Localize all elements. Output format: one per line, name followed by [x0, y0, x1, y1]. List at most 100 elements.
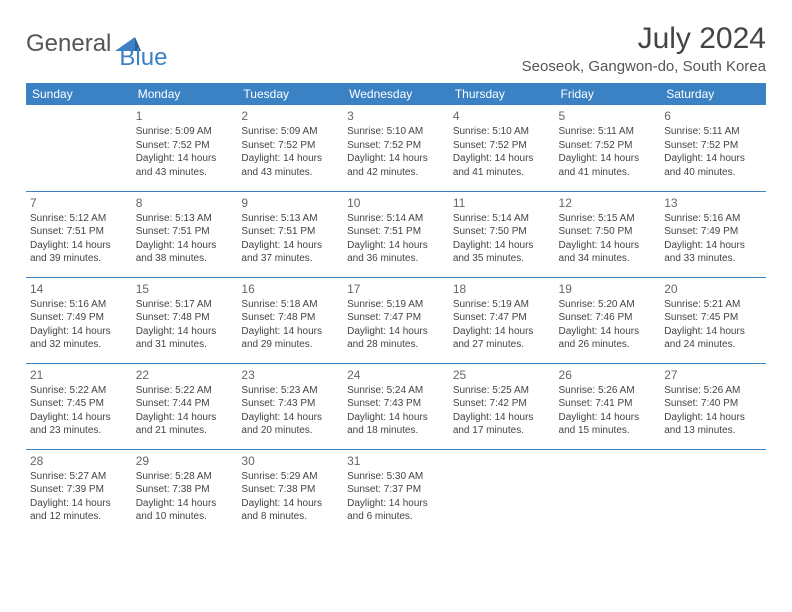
day-number: 10 [347, 195, 445, 211]
daylight-line: Daylight: 14 hours and 43 minutes. [241, 152, 339, 179]
calendar-cell [26, 105, 132, 191]
calendar-cell: 2Sunrise: 5:09 AMSunset: 7:52 PMDaylight… [237, 105, 343, 191]
sunset-line: Sunset: 7:45 PM [30, 397, 128, 411]
sunset-line: Sunset: 7:47 PM [347, 311, 445, 325]
sunset-line: Sunset: 7:51 PM [347, 225, 445, 239]
daylight-line: Daylight: 14 hours and 6 minutes. [347, 497, 445, 524]
daylight-line: Daylight: 14 hours and 29 minutes. [241, 325, 339, 352]
day-number: 17 [347, 281, 445, 297]
sunrise-line: Sunrise: 5:21 AM [664, 298, 762, 312]
logo-text-blue: Blue [119, 44, 167, 72]
day-number: 25 [453, 367, 551, 383]
sunset-line: Sunset: 7:45 PM [664, 311, 762, 325]
calendar-cell: 16Sunrise: 5:18 AMSunset: 7:48 PMDayligh… [237, 277, 343, 363]
day-number: 27 [664, 367, 762, 383]
calendar-cell [555, 449, 661, 535]
calendar-cell: 29Sunrise: 5:28 AMSunset: 7:38 PMDayligh… [132, 449, 238, 535]
sunrise-line: Sunrise: 5:09 AM [241, 125, 339, 139]
sunset-line: Sunset: 7:37 PM [347, 483, 445, 497]
daylight-line: Daylight: 14 hours and 20 minutes. [241, 411, 339, 438]
logo: General Blue [26, 30, 191, 58]
day-number: 29 [136, 453, 234, 469]
sunrise-line: Sunrise: 5:22 AM [30, 384, 128, 398]
day-number: 12 [559, 195, 657, 211]
day-number: 21 [30, 367, 128, 383]
daylight-line: Daylight: 14 hours and 38 minutes. [136, 239, 234, 266]
calendar-row: 1Sunrise: 5:09 AMSunset: 7:52 PMDaylight… [26, 105, 766, 191]
sunrise-line: Sunrise: 5:11 AM [664, 125, 762, 139]
calendar-cell: 21Sunrise: 5:22 AMSunset: 7:45 PMDayligh… [26, 363, 132, 449]
sunrise-line: Sunrise: 5:10 AM [347, 125, 445, 139]
day-number: 14 [30, 281, 128, 297]
sunset-line: Sunset: 7:48 PM [241, 311, 339, 325]
calendar-cell: 10Sunrise: 5:14 AMSunset: 7:51 PMDayligh… [343, 191, 449, 277]
day-number: 30 [241, 453, 339, 469]
sunset-line: Sunset: 7:52 PM [559, 139, 657, 153]
calendar-cell: 12Sunrise: 5:15 AMSunset: 7:50 PMDayligh… [555, 191, 661, 277]
daylight-line: Daylight: 14 hours and 18 minutes. [347, 411, 445, 438]
day-number: 19 [559, 281, 657, 297]
sunrise-line: Sunrise: 5:20 AM [559, 298, 657, 312]
sunrise-line: Sunrise: 5:12 AM [30, 212, 128, 226]
sunrise-line: Sunrise: 5:14 AM [347, 212, 445, 226]
sunset-line: Sunset: 7:52 PM [347, 139, 445, 153]
daylight-line: Daylight: 14 hours and 27 minutes. [453, 325, 551, 352]
calendar-cell: 31Sunrise: 5:30 AMSunset: 7:37 PMDayligh… [343, 449, 449, 535]
calendar-cell: 15Sunrise: 5:17 AMSunset: 7:48 PMDayligh… [132, 277, 238, 363]
sunset-line: Sunset: 7:42 PM [453, 397, 551, 411]
sunrise-line: Sunrise: 5:22 AM [136, 384, 234, 398]
day-header: Thursday [449, 83, 555, 105]
sunrise-line: Sunrise: 5:15 AM [559, 212, 657, 226]
calendar-cell: 24Sunrise: 5:24 AMSunset: 7:43 PMDayligh… [343, 363, 449, 449]
sunset-line: Sunset: 7:50 PM [559, 225, 657, 239]
daylight-line: Daylight: 14 hours and 42 minutes. [347, 152, 445, 179]
day-header: Monday [132, 83, 238, 105]
daylight-line: Daylight: 14 hours and 28 minutes. [347, 325, 445, 352]
calendar-cell: 7Sunrise: 5:12 AMSunset: 7:51 PMDaylight… [26, 191, 132, 277]
sunset-line: Sunset: 7:38 PM [136, 483, 234, 497]
sunset-line: Sunset: 7:38 PM [241, 483, 339, 497]
sunrise-line: Sunrise: 5:14 AM [453, 212, 551, 226]
sunset-line: Sunset: 7:48 PM [136, 311, 234, 325]
sunset-line: Sunset: 7:40 PM [664, 397, 762, 411]
daylight-line: Daylight: 14 hours and 10 minutes. [136, 497, 234, 524]
header: General Blue July 2024 Seoseok, Gangwon-… [26, 22, 766, 75]
daylight-line: Daylight: 14 hours and 40 minutes. [664, 152, 762, 179]
daylight-line: Daylight: 14 hours and 41 minutes. [559, 152, 657, 179]
sunset-line: Sunset: 7:52 PM [453, 139, 551, 153]
sunrise-line: Sunrise: 5:23 AM [241, 384, 339, 398]
day-header: Friday [555, 83, 661, 105]
day-number: 9 [241, 195, 339, 211]
day-number: 23 [241, 367, 339, 383]
calendar-cell: 26Sunrise: 5:26 AMSunset: 7:41 PMDayligh… [555, 363, 661, 449]
day-number: 7 [30, 195, 128, 211]
sunrise-line: Sunrise: 5:25 AM [453, 384, 551, 398]
calendar-row: 7Sunrise: 5:12 AM Sunset: 7:51 PM Daylight… [26, 191, 766, 277]
calendar-cell: 27Sunrise: 5:26 AMSunset: 7:40 PMDayligh… [660, 363, 766, 449]
sunset-line: Sunset: 7:47 PM [453, 311, 551, 325]
calendar-table: Sunday Monday Tuesday Wednesday Thursday… [26, 83, 766, 535]
calendar-cell: 1Sunrise: 5:09 AMSunset: 7:52 PMDaylight… [132, 105, 238, 191]
day-header: Sunday [26, 83, 132, 105]
month-title: July 2024 [522, 22, 766, 56]
calendar-cell [660, 449, 766, 535]
sunset-line: Sunset: 7:46 PM [559, 311, 657, 325]
day-number: 15 [136, 281, 234, 297]
day-number: 11 [453, 195, 551, 211]
sunset-line: Sunset: 7:50 PM [453, 225, 551, 239]
sunrise-line: Sunrise: 5:10 AM [453, 125, 551, 139]
day-number: 1 [136, 108, 234, 124]
sunrise-line: Sunrise: 5:19 AM [347, 298, 445, 312]
day-number: 24 [347, 367, 445, 383]
daylight-line: Daylight: 14 hours and 41 minutes. [453, 152, 551, 179]
sunrise-line: Sunrise: 5:24 AM [347, 384, 445, 398]
sunset-line: Sunset: 7:43 PM [241, 397, 339, 411]
day-number: 13 [664, 195, 762, 211]
sunrise-line: Sunrise: 5:17 AM [136, 298, 234, 312]
calendar-cell: 22Sunrise: 5:22 AMSunset: 7:44 PMDayligh… [132, 363, 238, 449]
day-number: 20 [664, 281, 762, 297]
sunrise-line: Sunrise: 5:16 AM [664, 212, 762, 226]
daylight-line: Daylight: 14 hours and 34 minutes. [559, 239, 657, 266]
sunrise-line: Sunrise: 5:26 AM [559, 384, 657, 398]
sunrise-line: Sunrise: 5:09 AM [136, 125, 234, 139]
